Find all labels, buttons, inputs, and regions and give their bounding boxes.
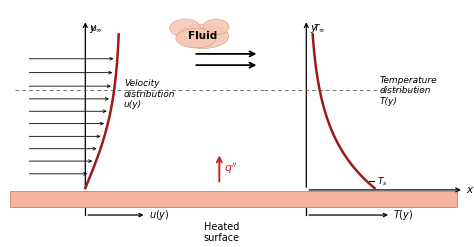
Text: Fluid: Fluid [188, 31, 218, 41]
Ellipse shape [170, 19, 201, 37]
Text: $u(y)$: $u(y)$ [149, 208, 170, 222]
Text: $T_s$: $T_s$ [377, 175, 388, 187]
Text: $q''$: $q''$ [224, 161, 238, 176]
Text: $T(y)$: $T(y)$ [393, 208, 414, 222]
Text: Temperature
distribution
T(y): Temperature distribution T(y) [379, 76, 437, 105]
Text: Heated
surface: Heated surface [204, 222, 240, 243]
Ellipse shape [176, 28, 216, 48]
Text: y: y [310, 23, 316, 33]
Text: $u_{\infty}$: $u_{\infty}$ [90, 25, 102, 34]
Text: x: x [466, 185, 472, 195]
Ellipse shape [203, 19, 229, 35]
Ellipse shape [177, 24, 229, 48]
Text: y: y [89, 23, 95, 33]
Text: Velocity
distribution
u(y): Velocity distribution u(y) [124, 80, 175, 109]
Bar [10, 191, 457, 207]
Text: $T_{\infty}$: $T_{\infty}$ [313, 23, 326, 34]
